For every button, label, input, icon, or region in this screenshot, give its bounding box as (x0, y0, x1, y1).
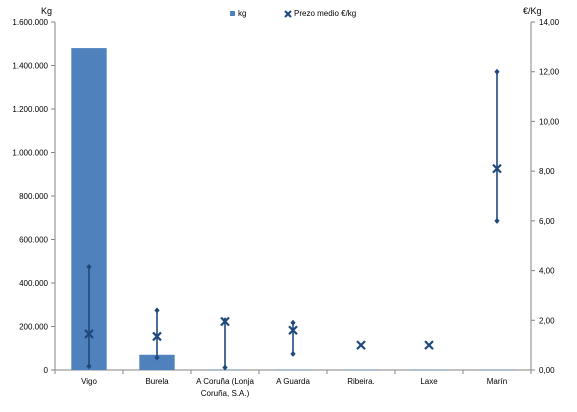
price-max-marker (86, 263, 92, 270)
y-left-tick-label: 200.000 (19, 323, 48, 332)
x-tick-label: A Guarda (276, 377, 310, 386)
bar (411, 369, 447, 371)
legend-label-price: Prezo medio €/kg (294, 9, 356, 18)
price-min-marker (494, 217, 500, 224)
y-left-tick-label: 800.000 (19, 192, 48, 201)
y-right-tick-label: 12,00 (539, 68, 560, 77)
bar (479, 369, 515, 371)
price-max-marker (290, 319, 296, 326)
x-tick-label: Laxe (420, 377, 438, 386)
price-point (424, 340, 434, 350)
y-left-tick-label: 1.200.000 (12, 105, 48, 114)
price-min-marker (154, 354, 160, 361)
x-tick-label: Burela (145, 377, 169, 386)
price-point (152, 331, 162, 342)
price-min-marker (86, 363, 92, 370)
y-right-tick-label: 10,00 (539, 117, 560, 126)
y-left-tick-label: 600.000 (19, 236, 48, 245)
price-point (84, 329, 94, 339)
price-min-marker (290, 350, 296, 357)
x-tick-label: Ribeira. (347, 377, 375, 386)
bar (139, 354, 175, 370)
y-left-tick-label: 1.400.000 (12, 62, 48, 71)
price-point (492, 163, 502, 174)
y-right-tick-label: 4,00 (539, 267, 555, 276)
bar (343, 369, 379, 371)
legend: kg Prezo medio €/kg (230, 9, 356, 18)
x-tick-label: Marín (487, 377, 507, 386)
x-tick-label: Coruña, S.A.) (201, 389, 250, 398)
y-right-tick-label: 8,00 (539, 167, 555, 176)
price-max-marker (154, 307, 160, 314)
y-right-tick-label: 14,00 (539, 18, 560, 27)
y-left-tick-label: 0 (44, 366, 49, 375)
bar (275, 369, 311, 371)
y-left-tick-label: 400.000 (19, 279, 48, 288)
y-right-tick-label: 2,00 (539, 316, 555, 325)
y-right-tick-label: 0,00 (539, 366, 555, 375)
price-point (288, 325, 298, 336)
legend-swatch-kg (230, 11, 235, 16)
x-tick-label: A Coruña (Lonja (196, 377, 254, 386)
y-right-tick-label: 6,00 (539, 217, 555, 226)
legend-marker-price (284, 10, 292, 18)
y-right-axis-label: €/Kg (523, 6, 542, 16)
price-point (356, 340, 366, 350)
y-left-tick-label: 1.000.000 (12, 149, 48, 158)
y-left-axis-label: Kg (41, 6, 52, 16)
legend-label-kg: kg (238, 9, 246, 18)
price-max-marker (494, 68, 500, 75)
price-point (220, 316, 230, 327)
x-tick-label: Vigo (81, 377, 97, 386)
y-left-tick-label: 1.600.000 (12, 18, 48, 27)
price-min-marker (222, 364, 228, 371)
